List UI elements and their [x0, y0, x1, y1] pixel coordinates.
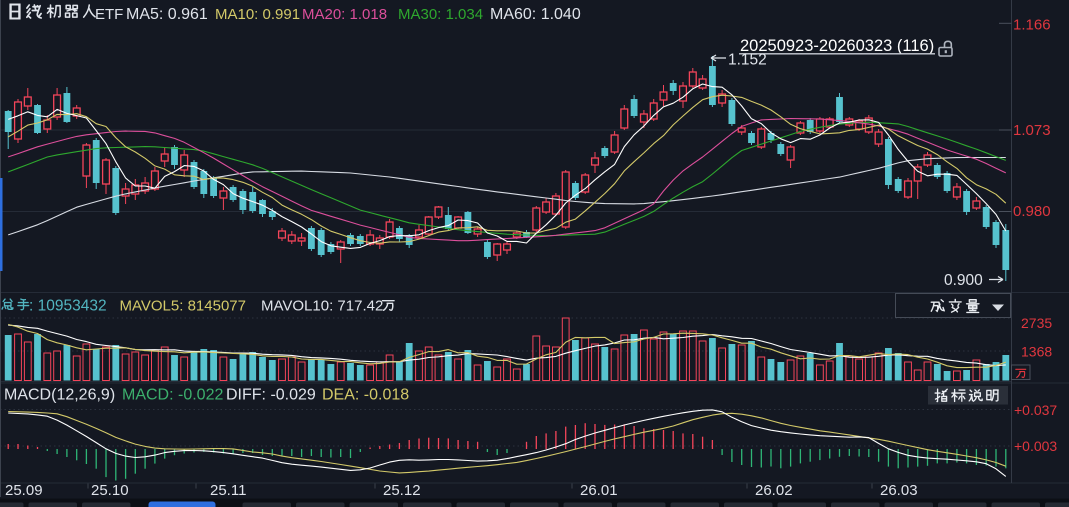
svg-text:25.10: 25.10 [91, 482, 129, 499]
svg-text:0.900: 0.900 [944, 272, 983, 289]
svg-text:25.11: 25.11 [210, 482, 246, 499]
svg-text:20250923-20260323 (116): 20250923-20260323 (116) [740, 37, 934, 55]
svg-text:MA60: 1.040: MA60: 1.040 [490, 6, 581, 23]
svg-text:1368: 1368 [1021, 344, 1052, 360]
svg-text:25.09: 25.09 [5, 482, 43, 499]
svg-text:MA20: 1.018: MA20: 1.018 [302, 6, 387, 23]
svg-text:+0.037: +0.037 [1014, 402, 1057, 418]
svg-text:2735: 2735 [1021, 315, 1052, 331]
svg-text:MA5: 0.961: MA5: 0.961 [126, 6, 208, 23]
svg-text:1.152: 1.152 [728, 52, 767, 69]
svg-text:ETF: ETF [95, 6, 123, 23]
svg-text:1.073: 1.073 [1013, 122, 1051, 139]
svg-text:DIFF: -0.029: DIFF: -0.029 [226, 387, 316, 404]
svg-text:0.980: 0.980 [1013, 203, 1051, 220]
svg-text:MACD: -0.022: MACD: -0.022 [122, 387, 223, 404]
svg-text:+0.003: +0.003 [1014, 438, 1057, 454]
svg-text:25.12: 25.12 [383, 482, 421, 499]
svg-text:26.01: 26.01 [580, 482, 618, 499]
svg-text:MAVOL10: 717.42: MAVOL10: 717.42 [261, 298, 383, 315]
svg-text:MA10: 0.991: MA10: 0.991 [215, 6, 300, 23]
svg-text:MA30: 1.034: MA30: 1.034 [398, 6, 483, 23]
svg-text:DEA: -0.018: DEA: -0.018 [322, 387, 409, 404]
svg-text:MACD(12,26,9): MACD(12,26,9) [4, 387, 115, 404]
svg-text:MAVOL5: 8145077: MAVOL5: 8145077 [120, 298, 246, 315]
svg-text:26.02: 26.02 [755, 482, 793, 499]
svg-text:1.166: 1.166 [1013, 17, 1051, 34]
svg-text:: 10953432: : 10953432 [29, 298, 107, 315]
svg-text:26.03: 26.03 [880, 482, 918, 499]
